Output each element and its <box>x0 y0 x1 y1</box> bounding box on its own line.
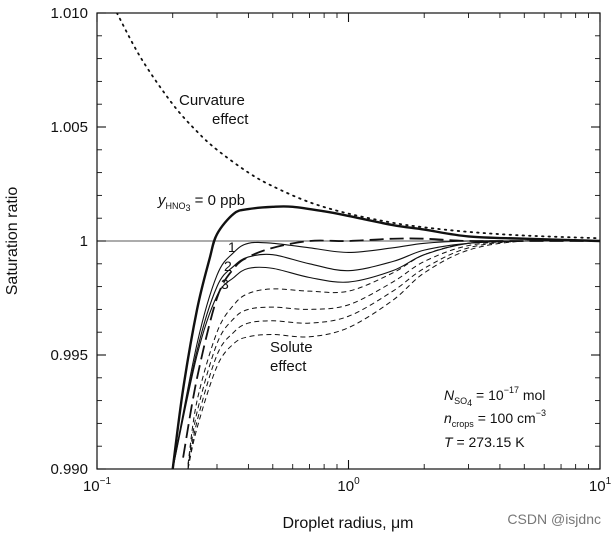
y-tick-label-5: 1.010 <box>50 5 88 22</box>
param-nso4: NSO4 = 10−17 mol <box>444 385 545 408</box>
y-tick-label-4: 1.005 <box>50 119 88 136</box>
curve-label-3: 3 <box>221 276 229 292</box>
watermark: CSDN @isjdnc <box>507 511 601 527</box>
x-tick-label-2: 100 <box>337 476 360 495</box>
series-line-8 <box>187 240 600 467</box>
y-axis-title: Saturation ratio <box>4 187 21 296</box>
series-line-9 <box>187 239 600 469</box>
x-axis-title: Droplet radius, μm <box>282 515 413 532</box>
curve-label-1: 1 <box>228 239 236 255</box>
series-line-10 <box>187 239 600 469</box>
curve-label-2: 2 <box>224 258 232 274</box>
y-tick-label-2: 0.995 <box>50 347 88 364</box>
y-tick-label-3: 1 <box>80 233 88 250</box>
series-line-2 <box>171 205 600 469</box>
series-line-3 <box>172 240 600 469</box>
series-line-6 <box>182 237 600 458</box>
curvature-label-line2: effect <box>212 111 249 128</box>
series-line-5 <box>172 240 600 469</box>
solute-label-line1: Solute <box>270 339 313 356</box>
param-temperature: T = 273.15 K <box>444 434 525 450</box>
series-line-7 <box>187 240 600 465</box>
curvature-label-line1: Curvature <box>179 92 245 109</box>
x-tick-label-1: 10−1 <box>83 476 112 495</box>
y-tick-label-1: 0.990 <box>50 461 88 478</box>
solute-label-line2: effect <box>270 358 307 375</box>
param-ncrops: ncrops = 100 cm−3 <box>444 408 546 429</box>
yhno3-label: yHNO3 = 0 ppb <box>157 192 245 213</box>
x-tick-label-3: 101 <box>589 476 612 495</box>
series-line-1 <box>116 13 600 240</box>
